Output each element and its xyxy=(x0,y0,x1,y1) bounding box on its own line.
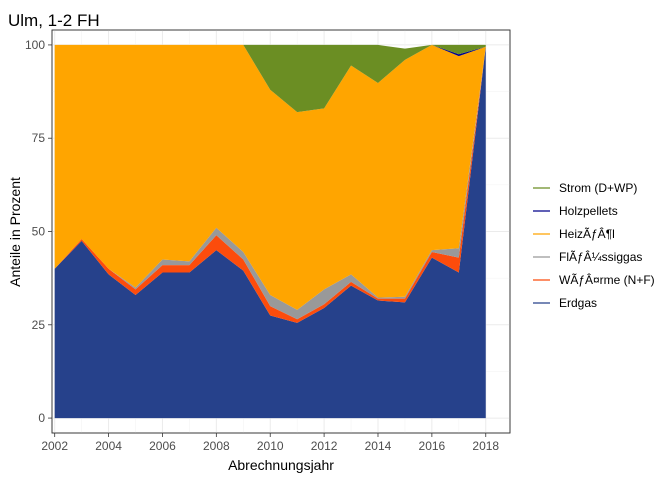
y-axis: 0 25 50 75 100 xyxy=(25,38,52,425)
legend-label-holzpellets: Holzpellets xyxy=(559,204,618,218)
legend-label-heiz-l: HeizÃƒÂ¶l xyxy=(559,226,615,241)
y-tick-label: 25 xyxy=(32,318,46,332)
y-tick-label: 100 xyxy=(25,38,45,52)
legend-label-erdgas: Erdgas xyxy=(559,296,597,310)
x-tick-label: 2004 xyxy=(95,439,122,453)
chart-title: Ulm, 1-2 FH xyxy=(8,11,100,30)
x-tick-label: 2016 xyxy=(419,439,446,453)
x-tick-label: 2010 xyxy=(257,439,284,453)
legend-label-strom-d-wp: Strom (D+WP) xyxy=(559,181,637,195)
area-erdgas xyxy=(54,46,486,419)
x-axis: 2002 2004 2006 2008 2010 2012 2014 2016 2018 xyxy=(41,433,499,453)
x-tick-label: 2008 xyxy=(203,439,230,453)
y-tick-label: 75 xyxy=(32,131,46,145)
x-tick-label: 2014 xyxy=(365,439,392,453)
x-tick-label: 2018 xyxy=(472,439,499,453)
y-axis-title: Anteile in Prozent xyxy=(7,177,23,287)
x-tick-label: 2012 xyxy=(311,439,338,453)
legend-label-w-rme-n-f: WÃƒÂ¤rme (N+F) xyxy=(559,272,655,287)
area-series xyxy=(54,44,486,419)
y-tick-label: 50 xyxy=(32,225,46,239)
x-tick-label: 2006 xyxy=(149,439,176,453)
area-strom-d-wp xyxy=(54,44,486,113)
x-axis-title: Abrechnungsjahr xyxy=(228,457,334,473)
legend-label-fl-ssiggas: FlÃƒÂ¼ssiggas xyxy=(559,249,642,264)
area-heiz-l xyxy=(54,44,486,310)
y-tick-label: 0 xyxy=(38,411,45,425)
legend: Strom (D+WP) Holzpellets HeizÃƒÂ¶l FlÃƒÂ¼ss… xyxy=(533,181,655,310)
x-tick-label: 2002 xyxy=(41,439,68,453)
